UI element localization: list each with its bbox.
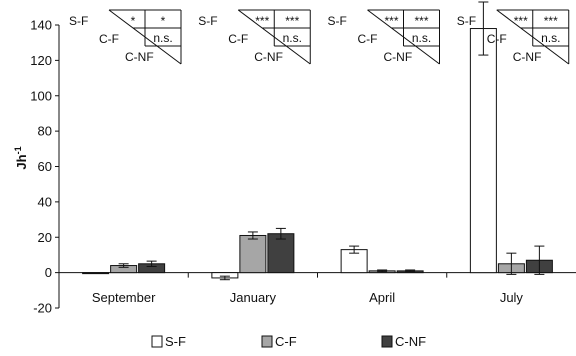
significance-table-july: S-F C-F C-NF *** *** n.s.: [457, 9, 570, 65]
sig-row-label: C-NF: [384, 50, 413, 64]
sig-value: n.s.: [153, 31, 172, 45]
y-tick-label: 20: [38, 230, 52, 245]
sig-row-label: S-F: [457, 14, 476, 28]
sig-value: *: [131, 14, 136, 28]
bars: [82, 1, 553, 281]
y-axis-ticks: -20 0 20 40 60 80 100 120 140: [30, 18, 59, 316]
sig-row-label: C-F: [358, 32, 378, 46]
y-tick-label: 40: [38, 194, 52, 209]
significance-table-april: S-F C-F C-NF *** *** n.s.: [328, 9, 440, 65]
sig-value: ***: [544, 14, 558, 28]
bar-s-f-july: [469, 28, 497, 274]
category-label: April: [369, 290, 395, 305]
category-label: September: [92, 290, 156, 305]
sig-value: ***: [255, 14, 269, 28]
legend-swatch-s-f: [151, 335, 163, 348]
sig-value: ***: [514, 14, 528, 28]
bar-c-f-january: [239, 234, 267, 274]
y-tick-label: 120: [30, 53, 52, 68]
legend-swatch-c-nf: [381, 335, 393, 348]
significance-tables: S-F C-F C-NF * * n.s. S-F C-F C-NF *** *** n.s. S-F C…: [69, 9, 570, 65]
sig-row-label: C-F: [487, 32, 507, 46]
sig-row-label: S-F: [198, 14, 217, 28]
sig-value: n.s.: [541, 31, 560, 45]
sig-row-label: C-NF: [125, 50, 154, 64]
sig-value: ***: [285, 14, 299, 28]
sig-value: ***: [384, 14, 398, 28]
sig-row-label: C-F: [99, 32, 119, 46]
sig-row-label: S-F: [328, 14, 347, 28]
significance-table-january: S-F C-F C-NF *** *** n.s.: [198, 9, 311, 65]
y-tick-label: -20: [33, 301, 52, 316]
legend-label-c-nf: C-NF: [395, 334, 426, 349]
y-tick-label: 0: [45, 265, 52, 280]
bar-c-nf-january: [267, 233, 295, 274]
legend-label-c-f: C-F: [275, 334, 297, 349]
sig-value: n.s.: [412, 31, 431, 45]
sig-value: ***: [414, 14, 428, 28]
legend-swatch-c-f: [261, 335, 273, 348]
sig-value: n.s.: [283, 31, 302, 45]
bar-s-f-september: [82, 272, 110, 275]
y-tick-label: 140: [30, 18, 52, 33]
category-label: January: [230, 290, 277, 305]
category-label: July: [500, 290, 524, 305]
sig-row-label: C-F: [228, 32, 248, 46]
significance-table-september: S-F C-F C-NF * * n.s.: [69, 9, 182, 65]
sig-row-label: C-NF: [513, 50, 542, 64]
y-tick-label: 80: [38, 124, 52, 139]
legend-label-s-f: S-F: [165, 334, 186, 349]
y-tick-label: 100: [30, 88, 52, 103]
y-tick-label: 60: [38, 159, 52, 174]
sig-row-label: S-F: [69, 14, 88, 28]
sig-row-label: C-NF: [254, 50, 283, 64]
category-labels: September January April July: [92, 290, 524, 305]
sig-value: *: [161, 14, 166, 28]
legend: S-F C-F C-NF: [151, 334, 426, 349]
y-axis-label: Jh-1: [13, 146, 29, 169]
